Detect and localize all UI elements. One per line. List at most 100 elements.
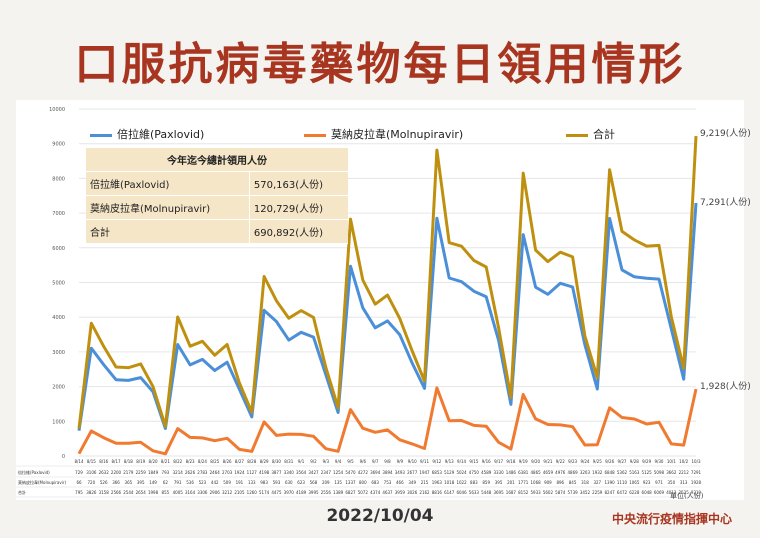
- table-cell: 3995: [308, 490, 319, 495]
- table-cell: 4637: [382, 490, 393, 495]
- table-row-label: 倍拉維(Paxlovid): [18, 469, 50, 475]
- table-cell: 4189: [296, 490, 307, 495]
- table-cell: 3452: [580, 490, 591, 495]
- table-cell: 1924: [234, 470, 245, 475]
- summary-header: 今年迄今總計領用人份: [86, 148, 348, 172]
- table-cell: 3493: [395, 470, 406, 475]
- legend-item-total: 合計: [566, 126, 615, 142]
- table-cell: 2566: [111, 490, 122, 495]
- table-cell: 5470: [345, 470, 356, 475]
- table-cell: 536: [186, 480, 194, 485]
- table-cell: 5602: [543, 490, 554, 495]
- x-tick-label: 9/21: [543, 459, 552, 464]
- table-cell: 4005: [173, 490, 184, 495]
- y-tick-label: 5000: [52, 281, 65, 287]
- x-tick-label: 8/18: [124, 459, 133, 464]
- x-tick-label: 8/14: [75, 459, 84, 464]
- table-cell: 3212: [222, 490, 233, 495]
- end-label-molnupiravir: 1,928(人份): [700, 382, 751, 392]
- x-tick-label: 9/2: [310, 459, 317, 464]
- table-cell: 3026: [407, 490, 418, 495]
- summary-value: 120,729(人份): [248, 195, 348, 220]
- table-cell: 365: [125, 480, 133, 485]
- table-cell: 466: [396, 480, 404, 485]
- x-tick-label: 10/3: [692, 459, 701, 464]
- table-cell: 753: [384, 480, 392, 485]
- table-cell: 3877: [271, 470, 282, 475]
- table-cell: 3894: [382, 470, 393, 475]
- table-cell: 4750: [469, 470, 480, 475]
- table-cell: 5933: [530, 490, 541, 495]
- report-date: 2022/10/04: [326, 506, 434, 526]
- x-tick-label: 9/25: [593, 459, 602, 464]
- table-cell: 5174: [259, 490, 270, 495]
- table-cell: 1254: [333, 470, 344, 475]
- table-cell: 2632: [99, 470, 110, 475]
- table-cell: 1849: [148, 470, 159, 475]
- table-cell: 2654: [136, 490, 147, 495]
- table-cell: 5098: [654, 470, 665, 475]
- table-cell: 327: [593, 480, 601, 485]
- x-tick-label: 9/10: [408, 459, 417, 464]
- table-cell: 5129: [444, 470, 455, 475]
- table-cell: 7291: [691, 470, 702, 475]
- table-cell: 1068: [530, 480, 541, 485]
- y-tick-label: 6000: [52, 246, 65, 252]
- table-cell: 215: [421, 480, 429, 485]
- x-tick-label: 8/24: [198, 459, 207, 464]
- table-cell: 1771: [518, 480, 529, 485]
- table-cell: 4198: [259, 470, 270, 475]
- legend-swatch-paxlovid: [90, 133, 112, 137]
- table-cell: 795: [75, 490, 83, 495]
- y-tick-label: 3000: [52, 350, 65, 356]
- table-cell: 1963: [432, 480, 443, 485]
- table-cell: 4869: [568, 470, 579, 475]
- x-tick-label: 9/5: [347, 459, 354, 464]
- table-cell: 6381: [518, 470, 529, 475]
- table-cell: 793: [162, 470, 170, 475]
- table-cell: 568: [310, 480, 318, 485]
- x-tick-label: 9/15: [469, 459, 478, 464]
- table-cell: 1022: [456, 480, 467, 485]
- x-tick-label: 8/21: [161, 459, 170, 464]
- table-cell: 855: [162, 490, 170, 495]
- table-cell: 859: [482, 480, 490, 485]
- table-cell: 209: [322, 480, 330, 485]
- table-cell: 442: [211, 480, 219, 485]
- table-cell: 2105: [234, 490, 245, 495]
- table-cell: 2464: [210, 470, 221, 475]
- table-cell: 4659: [543, 470, 554, 475]
- table-cell: 526: [100, 480, 108, 485]
- x-tick-label: 8/25: [210, 459, 219, 464]
- x-tick-label: 9/12: [432, 459, 441, 464]
- x-tick-label: 9/1: [298, 459, 305, 464]
- table-cell: 1932: [592, 470, 603, 475]
- table-cell: 4589: [481, 470, 492, 475]
- table-cell: 683: [371, 480, 379, 485]
- table-cell: 3203: [580, 470, 591, 475]
- legend-swatch-total: [566, 133, 588, 137]
- table-cell: 983: [260, 480, 268, 485]
- table-cell: 5024: [456, 470, 467, 475]
- table-cell: 395: [495, 480, 503, 485]
- table-cell: 2259: [136, 470, 147, 475]
- table-cell: 4374: [370, 490, 381, 495]
- table-cell: 9219: [691, 490, 702, 495]
- x-tick-label: 9/18: [506, 459, 515, 464]
- summary-row: 倍拉維(Paxlovid) 570,163(人份): [86, 171, 348, 196]
- x-tick-label: 10/2: [679, 459, 688, 464]
- table-cell: 4865: [530, 470, 541, 475]
- unit-label: 單位(人份): [670, 492, 704, 500]
- organization-name: 中央流行疫情指揮中心: [611, 512, 732, 526]
- summary-value: 570,163(人份): [248, 171, 348, 196]
- x-tick-label: 9/6: [360, 459, 367, 464]
- table-cell: 2162: [419, 490, 430, 495]
- table-cell: 133: [248, 480, 256, 485]
- table-cell: 1687: [506, 490, 517, 495]
- table-cell: 6853: [432, 470, 443, 475]
- x-tick-label: 8/16: [99, 459, 108, 464]
- x-tick-label: 9/7: [372, 459, 379, 464]
- table-cell: 2556: [321, 490, 332, 495]
- table-cell: 3306: [197, 490, 208, 495]
- table-cell: 3695: [493, 490, 504, 495]
